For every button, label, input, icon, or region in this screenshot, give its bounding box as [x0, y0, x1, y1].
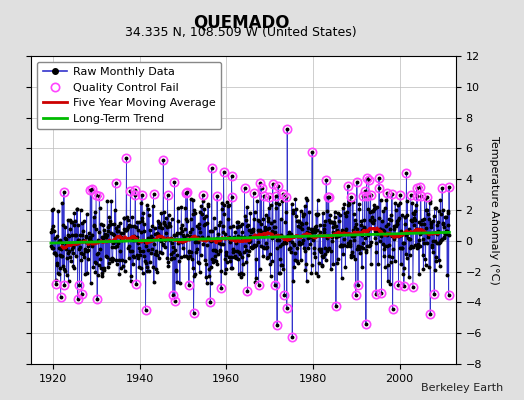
Text: Berkeley Earth: Berkeley Earth: [421, 383, 503, 393]
Y-axis label: Temperature Anomaly (°C): Temperature Anomaly (°C): [489, 136, 499, 284]
Text: QUEMADO: QUEMADO: [193, 14, 289, 32]
Legend: Raw Monthly Data, Quality Control Fail, Five Year Moving Average, Long-Term Tren: Raw Monthly Data, Quality Control Fail, …: [37, 62, 221, 129]
Text: 34.335 N, 108.509 W (United States): 34.335 N, 108.509 W (United States): [125, 26, 357, 39]
